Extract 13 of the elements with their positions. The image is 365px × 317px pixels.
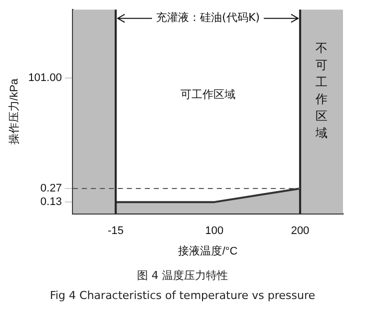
annotation: 充灌液：硅油(代码K) [156,11,260,24]
caption: 图 4 温度压力特性 [136,268,229,284]
annotation: 可工作区域 [180,88,236,102]
x-tick-label: 200 [290,225,310,238]
x-tick-label: 100 [205,225,224,238]
y-tick-label: 101.00 [28,72,62,84]
y-axis-title: 操作压力/kPa [8,78,21,145]
x-tick-label: -15 [108,225,124,238]
caption: Fig 4 Characteristics of temperature vs pressure [48,288,316,304]
y-tick-label: 0.13 [40,196,62,208]
y-tick-label: 0.27 [40,182,62,194]
x-axis-title: 接液温度/°C [178,244,238,258]
band-label: 不可工作区域 [314,41,328,140]
